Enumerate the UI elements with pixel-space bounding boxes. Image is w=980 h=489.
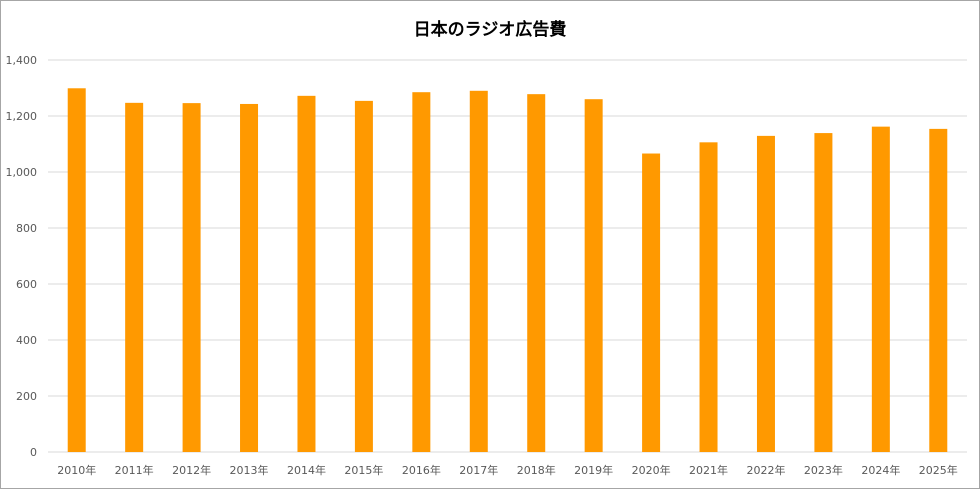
chart-title: 日本のラジオ広告費: [413, 20, 567, 40]
x-tick-label: 2015年: [344, 463, 383, 477]
y-tick-label: 0: [30, 446, 37, 459]
bar: [929, 128, 948, 452]
x-tick-label: 2012年: [172, 463, 211, 477]
x-tick-label: 2020年: [632, 463, 671, 477]
bar: [354, 100, 373, 452]
bar: [125, 102, 144, 452]
bar: [297, 95, 316, 452]
y-tick-label: 1,200: [6, 110, 38, 123]
bars: [67, 88, 948, 453]
x-tick-label: 2014年: [287, 463, 326, 477]
y-tick-label: 600: [16, 278, 37, 291]
y-tick-label: 200: [16, 390, 37, 403]
bar: [584, 99, 603, 452]
y-tick-label: 1,000: [6, 166, 38, 179]
bar: [642, 153, 661, 452]
y-tick-label: 400: [16, 334, 37, 347]
y-tick-label: 800: [16, 222, 37, 235]
bar: [67, 88, 86, 452]
axes: 0 200 400 600 800 1,000 1,200 1,400 2010年 2011年 20…: [6, 54, 958, 477]
bar: [871, 126, 890, 452]
bar: [699, 142, 718, 452]
bar: [527, 94, 546, 452]
x-tick-label: 2024年: [861, 463, 900, 477]
bar: [240, 103, 259, 453]
bar: [756, 135, 775, 452]
x-tick-label: 2016年: [402, 463, 441, 477]
bar: [412, 92, 431, 452]
bar: [469, 90, 488, 453]
x-tick-label: 2019年: [574, 463, 613, 477]
x-tick-label: 2013年: [230, 463, 269, 477]
bar: [182, 103, 201, 453]
x-tick-label: 2010年: [57, 463, 96, 477]
x-tick-label: 2017年: [459, 463, 498, 477]
x-tick-label: 2023年: [804, 463, 843, 477]
gridlines: [48, 59, 967, 453]
x-tick-label: 2021年: [689, 463, 728, 477]
x-tick-label: 2025年: [919, 463, 958, 477]
x-tick-label: 2018年: [517, 463, 556, 477]
y-tick-label: 1,400: [6, 54, 38, 67]
bar: [814, 133, 833, 452]
x-tick-label: 2011年: [115, 463, 154, 477]
x-tick-label: 2022年: [746, 463, 785, 477]
